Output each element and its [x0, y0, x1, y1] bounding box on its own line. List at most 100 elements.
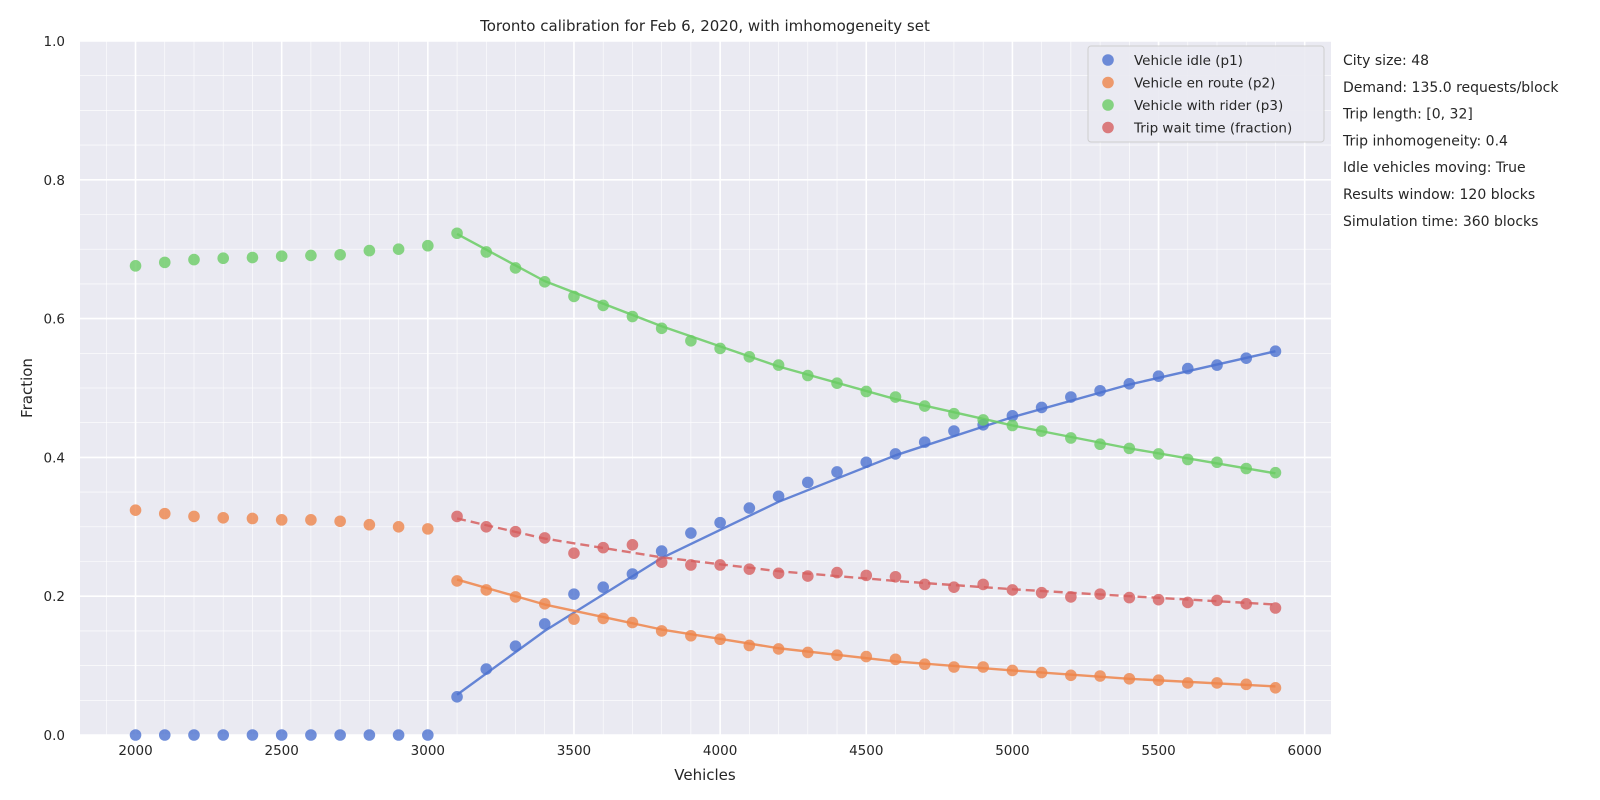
data-point: [655, 322, 668, 335]
data-point: [334, 248, 346, 261]
data-point: [831, 466, 843, 478]
y-tick-label: 0.2: [44, 589, 65, 605]
data-point: [1065, 391, 1077, 403]
data-point: [743, 639, 756, 652]
data-point: [509, 525, 522, 538]
data-point: [188, 253, 200, 266]
legend-marker: [1102, 121, 1114, 134]
data-point: [597, 541, 609, 554]
data-point: [977, 414, 989, 426]
info-line: City size: 48: [1343, 53, 1429, 69]
data-point: [626, 616, 639, 629]
data-point: [392, 243, 405, 255]
data-point: [743, 350, 756, 363]
data-point: [1152, 593, 1165, 606]
data-point: [1269, 682, 1282, 694]
data-point: [655, 625, 668, 637]
data-point: [1094, 384, 1106, 397]
data-point: [1094, 438, 1106, 451]
data-point: [1006, 419, 1019, 432]
data-point: [1065, 432, 1077, 444]
data-point: [1035, 586, 1048, 599]
data-point: [1240, 352, 1253, 364]
data-point: [597, 581, 609, 593]
data-point: [158, 729, 171, 741]
data-point: [305, 729, 317, 741]
data-point: [509, 640, 522, 652]
data-point: [129, 504, 142, 516]
data-point: [275, 514, 288, 526]
data-point: [538, 532, 551, 544]
data-point: [1181, 362, 1194, 375]
data-point: [918, 658, 931, 671]
data-point: [1269, 602, 1282, 614]
data-point: [275, 250, 288, 262]
minor-grid: [80, 40, 1331, 736]
data-points: [129, 227, 1282, 741]
data-point: [655, 545, 668, 557]
x-tick-label: 2500: [265, 743, 299, 759]
data-point: [685, 629, 697, 642]
data-point: [392, 729, 405, 741]
data-point: [334, 515, 346, 528]
data-point: [480, 663, 493, 675]
data-point: [948, 425, 960, 437]
data-point: [538, 618, 551, 630]
data-point: [597, 299, 609, 312]
data-point: [246, 512, 259, 525]
data-point: [772, 643, 785, 655]
data-point: [217, 729, 230, 741]
info-line: Trip length: [0, 32]: [1342, 107, 1473, 123]
data-point: [246, 729, 259, 741]
major-grid: [80, 40, 1331, 736]
data-point: [451, 575, 463, 587]
data-point: [1094, 670, 1106, 682]
data-point: [1035, 401, 1048, 414]
data-point: [129, 260, 142, 272]
data-point: [1152, 370, 1165, 383]
data-point: [1240, 678, 1253, 691]
legend-items: Vehicle idle (p1) Vehicle en route (p2) Ve…: [1102, 53, 1292, 137]
data-point: [1211, 456, 1223, 469]
data-point: [860, 385, 873, 398]
data-point: [1006, 584, 1019, 596]
data-point: [217, 252, 230, 265]
info-line: Demand: 135.0 requests/block: [1343, 80, 1559, 96]
data-point: [1181, 596, 1194, 609]
x-tick-label: 4500: [849, 743, 883, 759]
y-tick-label: 0.6: [44, 312, 65, 328]
data-point: [1181, 453, 1194, 466]
data-point: [158, 256, 171, 269]
x-axis-label: Vehicles: [674, 766, 736, 784]
x-tick-label: 6000: [1288, 743, 1322, 759]
data-point: [918, 400, 931, 412]
x-tick-labels: 2000 2500 3000 3500 4000 4500 5000 5500 6000: [118, 743, 1322, 759]
data-point: [889, 391, 902, 403]
data-point: [363, 518, 376, 531]
data-point: [1094, 588, 1106, 600]
data-point: [831, 566, 843, 579]
data-point: [802, 570, 814, 582]
data-point: [918, 436, 931, 448]
legend-box: [1087, 45, 1325, 143]
data-point: [188, 510, 200, 523]
data-point: [714, 342, 726, 355]
legend: Vehicle idle (p1) Vehicle en route (p2) Ve…: [1087, 45, 1325, 143]
data-point: [422, 729, 434, 741]
data-point: [1211, 677, 1223, 689]
data-point: [889, 570, 902, 583]
legend-marker: [1102, 76, 1114, 89]
data-point: [860, 456, 873, 469]
legend-marker: [1102, 99, 1114, 111]
info-line: Simulation time: 360 blocks: [1343, 214, 1538, 230]
data-point: [685, 559, 697, 571]
data-point: [1123, 672, 1136, 685]
x-tick-label: 2000: [118, 743, 152, 759]
info-line: Results window: 120 blocks: [1343, 187, 1535, 203]
data-point: [158, 507, 171, 520]
data-point: [1211, 359, 1223, 371]
data-point: [685, 335, 697, 347]
data-point: [714, 559, 726, 571]
legend-label: Vehicle idle (p1): [1134, 53, 1243, 69]
data-point: [685, 527, 697, 539]
